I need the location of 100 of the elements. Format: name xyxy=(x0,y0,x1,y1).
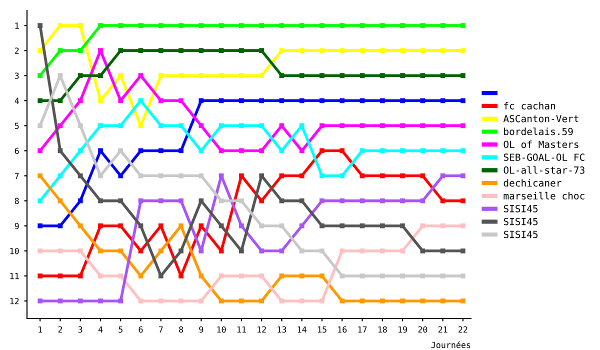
point xyxy=(38,198,43,204)
point xyxy=(58,148,63,154)
point xyxy=(178,48,184,53)
point xyxy=(158,98,164,104)
point xyxy=(58,248,63,254)
point xyxy=(279,248,284,254)
y-tick-label: 2 xyxy=(14,48,19,54)
point xyxy=(78,148,83,154)
y-tick-label: 9 xyxy=(14,222,19,230)
point xyxy=(118,148,124,154)
point xyxy=(58,198,63,204)
point xyxy=(38,123,43,128)
point xyxy=(360,48,365,53)
x-tick-label: 2 xyxy=(58,326,62,333)
x-tick-label: 20 xyxy=(418,326,428,333)
point xyxy=(279,223,284,228)
point xyxy=(279,23,284,28)
legend-label: OL-all-star-73 xyxy=(504,166,584,174)
legend-label: SISI45 xyxy=(504,218,538,226)
point xyxy=(320,274,324,278)
point xyxy=(118,298,124,304)
point xyxy=(198,274,204,278)
point xyxy=(400,23,405,28)
point xyxy=(340,198,345,204)
point xyxy=(380,223,385,228)
point xyxy=(340,274,345,278)
point xyxy=(118,248,124,254)
point xyxy=(218,198,224,204)
point xyxy=(340,48,345,53)
point xyxy=(218,48,224,53)
point xyxy=(38,248,43,254)
point xyxy=(158,73,164,78)
point xyxy=(440,73,446,78)
legend-label: dechicaner xyxy=(504,179,562,187)
point xyxy=(218,98,224,104)
point xyxy=(58,298,63,304)
point xyxy=(360,298,365,304)
point xyxy=(279,274,284,278)
point xyxy=(299,23,304,28)
x-tick-label: 3 xyxy=(78,326,82,333)
point xyxy=(118,223,124,228)
point xyxy=(198,298,204,304)
point xyxy=(218,274,224,278)
point xyxy=(440,48,446,53)
point xyxy=(198,98,204,104)
point xyxy=(360,98,365,104)
point xyxy=(58,173,63,178)
point xyxy=(138,98,144,104)
point xyxy=(138,248,144,254)
point xyxy=(218,173,224,178)
point xyxy=(460,23,466,28)
point xyxy=(178,298,184,304)
x-tick-label: 21 xyxy=(438,326,448,333)
point xyxy=(340,23,345,28)
x-tick-label: 8 xyxy=(179,326,184,333)
point xyxy=(460,248,466,254)
y-tick-label: 3 xyxy=(14,72,19,79)
x-tick-label: 16 xyxy=(338,326,347,333)
point xyxy=(98,198,103,204)
point xyxy=(58,73,63,78)
point xyxy=(178,248,184,254)
point xyxy=(38,223,43,228)
point xyxy=(78,298,83,304)
point xyxy=(239,274,244,278)
point xyxy=(380,23,385,28)
legend-label: OL of Masters xyxy=(504,140,578,148)
point xyxy=(299,274,304,278)
point xyxy=(420,73,426,78)
point xyxy=(400,223,405,228)
y-tick-label: 11 xyxy=(10,273,19,280)
point xyxy=(400,173,405,178)
point xyxy=(320,73,324,78)
point xyxy=(440,148,446,154)
point xyxy=(340,223,345,228)
legend-label: marseille choc xyxy=(504,192,584,200)
point xyxy=(299,98,304,104)
point xyxy=(218,248,224,254)
point xyxy=(259,73,264,78)
point xyxy=(380,298,385,304)
point xyxy=(440,223,446,228)
point xyxy=(279,198,284,204)
point xyxy=(320,123,324,128)
x-tick-label: 22 xyxy=(458,326,468,333)
y-tick-label: 8 xyxy=(14,198,19,204)
point xyxy=(299,248,304,254)
point xyxy=(400,148,405,154)
point xyxy=(340,73,345,78)
point xyxy=(158,274,164,278)
point xyxy=(360,73,365,78)
legend-label: bordelais.59 xyxy=(504,128,573,136)
point xyxy=(158,23,164,28)
point xyxy=(380,173,385,178)
point xyxy=(58,123,63,128)
point xyxy=(340,248,345,254)
point xyxy=(239,198,244,204)
point xyxy=(420,298,426,304)
point xyxy=(400,98,405,104)
point xyxy=(239,98,244,104)
point xyxy=(158,48,164,53)
y-tick-label: 5 xyxy=(14,122,19,129)
